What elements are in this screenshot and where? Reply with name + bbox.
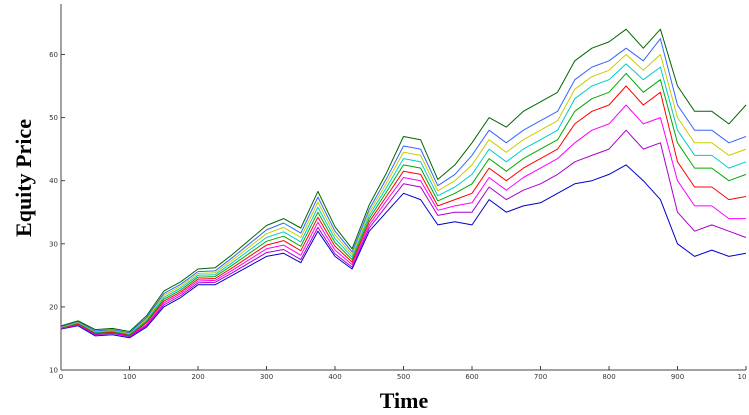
x-tick-label: 100 bbox=[123, 373, 136, 381]
x-tick-label: 0 bbox=[59, 373, 63, 381]
series-line-5 bbox=[60, 72, 747, 336]
x-tick-label: 900 bbox=[671, 373, 684, 381]
x-tick-label: 700 bbox=[534, 373, 547, 381]
plot-area bbox=[60, 4, 746, 371]
y-axis-label: Equity Price bbox=[11, 119, 36, 237]
series-line-1 bbox=[60, 164, 747, 339]
x-tick-label: 800 bbox=[602, 373, 615, 381]
series-line-9 bbox=[60, 28, 747, 332]
x-tick-label: 10 bbox=[738, 373, 747, 381]
y-tick-label: 30 bbox=[49, 240, 58, 248]
y-tick-label: 40 bbox=[49, 177, 58, 185]
series-line-2 bbox=[60, 129, 747, 338]
y-tick-label: 60 bbox=[49, 51, 58, 59]
x-tick-label: 400 bbox=[328, 373, 341, 381]
series-lines bbox=[60, 28, 747, 339]
x-tick-label: 600 bbox=[465, 373, 478, 381]
y-tick-label: 50 bbox=[49, 114, 58, 122]
series-line-3 bbox=[60, 104, 746, 337]
y-tick-label: 10 bbox=[49, 367, 58, 375]
series-line-7 bbox=[60, 54, 747, 334]
x-axis-label: Time bbox=[380, 388, 429, 413]
x-axis-ticks: 0 100 200 300 400 500 600 700 800 900 10 bbox=[59, 366, 747, 381]
x-tick-label: 200 bbox=[191, 373, 204, 381]
series-line-4 bbox=[60, 85, 747, 336]
x-tick-label: 500 bbox=[397, 373, 410, 381]
series-line-8 bbox=[60, 38, 747, 334]
series-line-6 bbox=[60, 63, 747, 335]
y-axis-ticks: 10 20 30 40 50 60 bbox=[49, 51, 65, 375]
x-tick-label: 300 bbox=[260, 373, 273, 381]
y-tick-label: 20 bbox=[49, 303, 58, 311]
